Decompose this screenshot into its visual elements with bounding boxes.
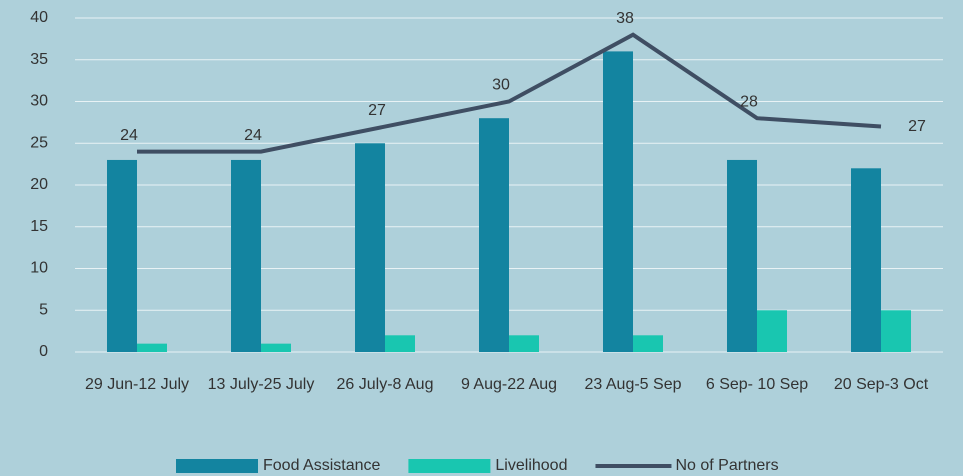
data-label: 27 <box>908 118 926 135</box>
x-tick-label: 23 Aug-5 Sep <box>584 376 682 393</box>
line <box>137 32 882 154</box>
bar <box>757 310 787 352</box>
bar <box>727 159 757 352</box>
y-tick-label: 15 <box>30 218 48 235</box>
bar <box>479 118 509 352</box>
y-tick-label: 30 <box>30 93 48 110</box>
bar <box>355 143 385 352</box>
bar <box>261 343 291 352</box>
legend-label: No of Partners <box>675 457 778 474</box>
data-label: 30 <box>492 77 510 94</box>
bar <box>851 168 881 352</box>
bar <box>137 343 167 352</box>
bar <box>881 310 911 352</box>
bar <box>509 335 539 352</box>
legend-label: Food Assistance <box>263 457 381 474</box>
y-tick-label: 10 <box>30 260 48 277</box>
data-label: 38 <box>616 10 634 27</box>
bar <box>385 335 415 352</box>
bar <box>603 51 633 353</box>
data-label: 27 <box>368 102 386 119</box>
bar <box>231 159 261 352</box>
x-tick-label: 29 Jun-12 July <box>84 376 190 393</box>
y-tick-label: 35 <box>30 51 48 68</box>
bar <box>633 335 663 352</box>
bar <box>107 159 137 352</box>
x-tick-label: 9 Aug-22 Aug <box>460 376 558 393</box>
legend-swatch <box>408 459 491 473</box>
y-tick-label: 0 <box>39 343 48 360</box>
x-tick-label: 20 Sep-3 Oct <box>833 376 929 393</box>
x-tick-label: 13 July-25 July <box>207 376 315 393</box>
legend-label: Livelihood <box>495 457 567 474</box>
y-tick-label: 40 <box>30 9 48 26</box>
x-tick-label: 26 July-8 Aug <box>336 376 434 393</box>
data-label: 24 <box>120 127 138 144</box>
x-tick-label: 6 Sep- 10 Sep <box>705 376 809 393</box>
data-label: 24 <box>244 127 262 144</box>
y-tick-label: 20 <box>30 176 48 193</box>
data-label: 28 <box>740 93 758 110</box>
y-tick-label: 5 <box>39 301 48 318</box>
y-tick-label: 25 <box>30 134 48 151</box>
legend-swatch <box>176 459 258 473</box>
